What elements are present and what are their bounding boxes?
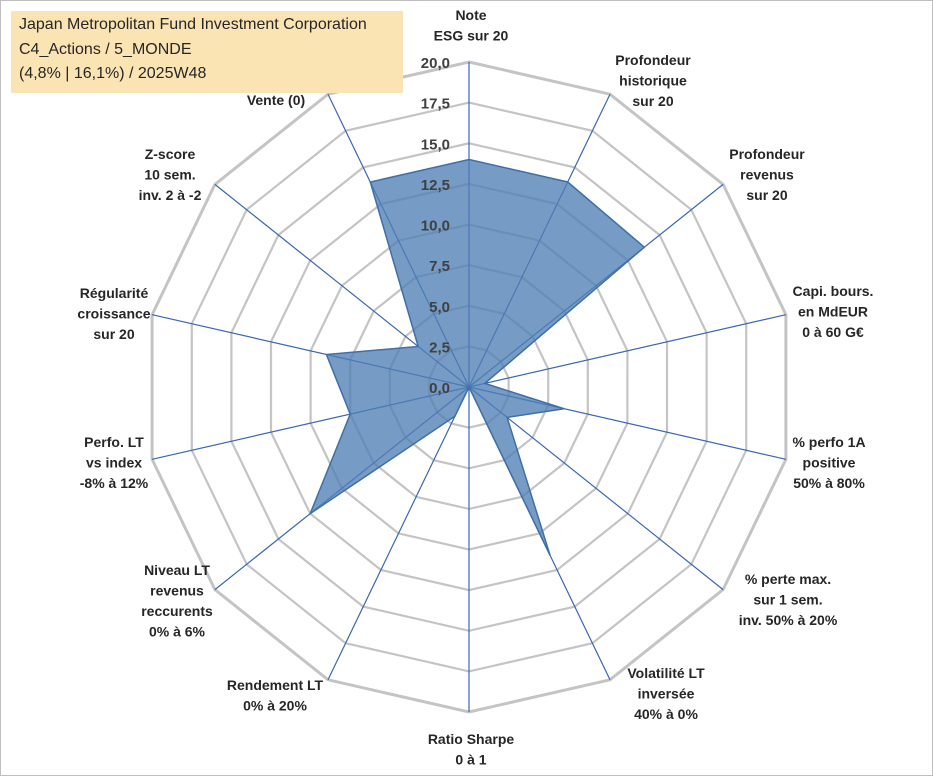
axis-label-line: reccurents (141, 603, 213, 619)
axis-label: Niveau LT revenus reccurents 0% à 6% (141, 562, 213, 640)
axis-label-line: 0 à 1 (455, 752, 486, 768)
axis-label-line: Rendement LT (227, 677, 324, 693)
axis-label-line: revenus (740, 167, 794, 183)
tick-label: 0,0 (429, 380, 450, 397)
axis-label-line: positive (803, 455, 856, 471)
axis-label-line: sur 1 sem. (753, 592, 822, 608)
axis-label-line: Perfo. LT (84, 434, 144, 450)
axis-label-line: inv. 2 à -2 (139, 187, 202, 203)
axis-label-line: 10 sem. (144, 167, 195, 183)
axis-label-line: % perfo 1A (792, 434, 865, 450)
axis-label-line: inv. 50% à 20% (739, 612, 838, 628)
axis-label-line: inversée (638, 686, 695, 702)
axis-label-line: Volatilité LT (627, 665, 705, 681)
axis-label: Volatilité LT inversée 40% à 0% (627, 665, 705, 722)
axis-label-line: sur 20 (93, 326, 134, 342)
axis-spoke (468, 386, 724, 591)
axis-label-line: croissance (77, 306, 150, 322)
tick-label: 2,5 (429, 339, 450, 356)
axis-label-line: en MdEUR (798, 304, 868, 320)
axis-label-line: 0 à 60 G€ (802, 324, 864, 340)
axis-label-line: 0% à 20% (243, 698, 307, 714)
tick-label: 20,0 (421, 55, 450, 72)
axis-label-line: 40% à 0% (634, 706, 698, 722)
fund-category: C4_Actions / 5_MONDE (19, 41, 192, 58)
axis-label-line: vs index (86, 455, 142, 471)
axis-label: Note ESG sur 20 (434, 7, 509, 44)
axis-label: % perfo 1A positive 50% à 80% (792, 434, 865, 491)
axis-label: Z-score 10 sem. inv. 2 à -2 (139, 146, 202, 203)
axis-label-line: Ratio Sharpe (428, 731, 515, 747)
tick-label: 7,5 (429, 258, 450, 275)
tick-label: 10,0 (421, 218, 450, 235)
axis-label: % perte max. sur 1 sem. inv. 50% à 20% (739, 571, 838, 628)
axis-label-line: % perte max. (745, 571, 831, 587)
tick-label: 15,0 (421, 136, 450, 153)
info-box: Japan Metropolitan Fund Investment Corpo… (11, 11, 403, 93)
axis-labels: Note ESG sur 20 Profondeur historique sur 20… (77, 7, 873, 768)
axis-label-line: sur 20 (746, 187, 787, 203)
tick-label: 17,5 (421, 96, 450, 113)
axis-label-line: Note (455, 7, 486, 23)
axis-label: Perfo. LT vs index -8% à 12% (80, 434, 149, 491)
axis-label-line: Profondeur (615, 52, 691, 68)
axis-label-line: Z-score (145, 146, 196, 162)
axis-label-line: ESG sur 20 (434, 28, 509, 44)
axis-label-line: Niveau LT (144, 562, 210, 578)
axis-label-line: 50% à 80% (793, 475, 865, 491)
axis-label: Capi. bours. en MdEUR 0 à 60 G€ (793, 283, 874, 340)
radar-series (308, 158, 646, 556)
fund-title: Japan Metropolitan Fund Investment Corpo… (19, 16, 367, 33)
axis-label-line: sur 20 (632, 93, 673, 109)
axis-label: Profondeur revenus sur 20 (729, 146, 805, 203)
axis-label: Profondeur historique sur 20 (615, 52, 691, 109)
axis-label-line: Régularité (80, 285, 149, 301)
tick-label: 5,0 (429, 299, 450, 316)
fund-stats: (4,8% | 16,1%) / 2025W48 (19, 65, 207, 82)
axis-label: Rendement LT 0% à 20% (227, 677, 324, 714)
axis-label-line: -8% à 12% (80, 475, 149, 491)
axis-label-line: Vente (0) (247, 92, 305, 108)
axis-label: Régularité croissance sur 20 (77, 285, 150, 342)
axis-spoke (327, 386, 470, 681)
axis-label-line: revenus (150, 583, 204, 599)
axis-label-line: historique (619, 73, 687, 89)
axis-label-line: Capi. bours. (793, 283, 874, 299)
axis-label-line: 0% à 6% (149, 624, 206, 640)
radial-tick-labels: 0,0 2,5 5,0 7,5 10,0 12,5 15,0 17,5 20,0 (421, 55, 450, 397)
tick-label: 12,5 (421, 177, 450, 194)
axis-spoke (468, 314, 787, 388)
series-area (308, 158, 646, 556)
axis-label-line: Profondeur (729, 146, 805, 162)
axis-label: Ratio Sharpe 0 à 1 (428, 731, 515, 768)
